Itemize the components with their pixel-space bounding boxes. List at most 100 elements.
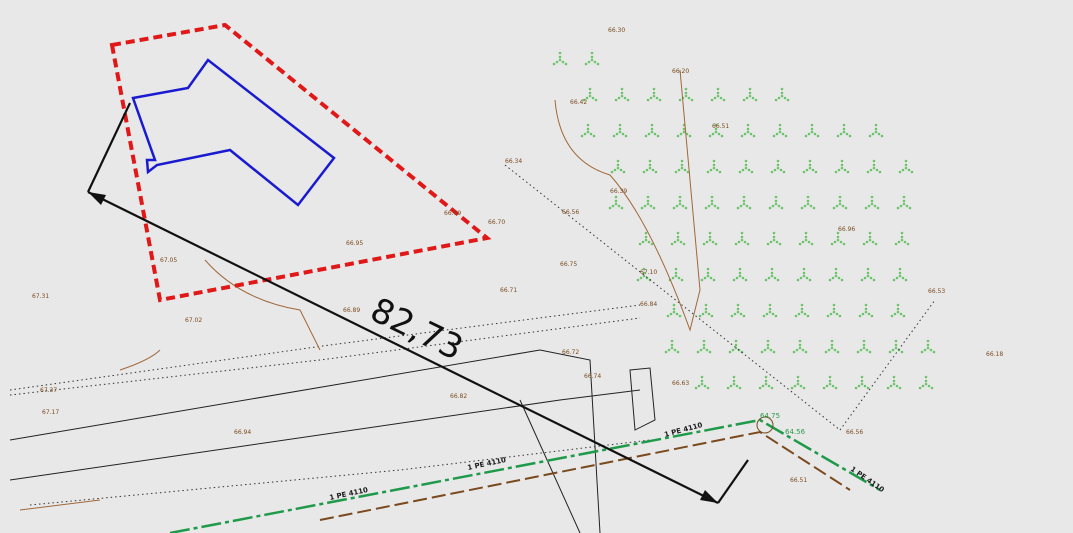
tree-dot	[559, 59, 562, 62]
tree-dot	[867, 171, 870, 174]
tree-dot	[814, 133, 817, 136]
tree-dot	[675, 272, 678, 275]
tree-dot	[772, 205, 775, 208]
tree-dot	[861, 383, 864, 386]
tree-dot	[743, 315, 746, 318]
tree-dot	[677, 135, 680, 138]
tree-dot	[803, 272, 806, 275]
elevation: 66.94	[234, 429, 251, 436]
tree-dot	[737, 311, 740, 314]
tree-dot	[901, 236, 904, 239]
tree-dot	[649, 160, 652, 163]
tree-dot	[838, 277, 841, 280]
elevation: 66.71	[500, 287, 517, 294]
tree-dot	[619, 131, 622, 134]
tree-dot	[709, 232, 712, 235]
tree-dot	[719, 171, 722, 174]
elevation: 66.18	[986, 351, 1003, 358]
elevation: 66.30	[608, 27, 625, 34]
tree-dot	[869, 351, 872, 354]
tree-dot	[841, 160, 844, 163]
tree-dot	[905, 164, 908, 167]
tree-dot	[797, 376, 800, 379]
tree-dot	[713, 160, 716, 163]
tree-dot	[797, 383, 800, 386]
tree-dot	[707, 387, 710, 390]
tree-dot	[645, 239, 648, 242]
tree-dot	[847, 171, 850, 174]
tree-dot	[587, 131, 590, 134]
tree-dot	[733, 380, 736, 383]
tree-dot	[801, 311, 804, 314]
tree-dot	[619, 128, 622, 131]
tree-dot	[777, 160, 780, 163]
tree-dot	[863, 344, 866, 347]
tree-dot	[671, 347, 674, 350]
tree-dot	[835, 171, 838, 174]
tree-dot	[863, 347, 866, 350]
tree-dot	[683, 243, 686, 246]
tree-dot	[874, 205, 877, 208]
tree-dot	[812, 169, 815, 172]
tree-dot	[805, 239, 808, 242]
tree-dot	[735, 243, 738, 246]
tree-dot	[839, 200, 842, 203]
tree-dot	[831, 344, 834, 347]
tree-dot	[711, 99, 714, 102]
tree-dot	[745, 164, 748, 167]
tree-dot	[835, 272, 838, 275]
elevation: 66.82	[450, 393, 467, 400]
tree-dot	[839, 203, 842, 206]
tree-dot	[870, 169, 873, 172]
tree-dot	[879, 171, 882, 174]
tree-dot	[625, 135, 628, 138]
cad-map: 82,73 66.30 66.20 66.42 66.51 66.34 66.5…	[0, 0, 1073, 533]
elevation: 66.74	[584, 373, 601, 380]
tree-dot	[849, 135, 852, 138]
tree-dot	[840, 241, 843, 244]
tree-dot	[675, 275, 678, 278]
tree-dot	[673, 308, 676, 311]
tree-dot	[701, 376, 704, 379]
tree-dot	[771, 275, 774, 278]
tree-dot	[614, 169, 617, 172]
tree-dot	[899, 268, 902, 271]
tree-dot	[919, 387, 922, 390]
tree-dot	[707, 268, 710, 271]
tree-dot	[802, 349, 805, 352]
tree-dot	[799, 347, 802, 350]
tree-dot	[829, 383, 832, 386]
tree-dot	[811, 124, 814, 127]
tree-dot	[680, 241, 683, 244]
tree-dot	[889, 351, 892, 354]
tree-dot	[900, 313, 903, 316]
tree-dot	[742, 277, 745, 280]
tree-dot	[651, 128, 654, 131]
tree-dot	[741, 239, 744, 242]
tree-dot	[671, 243, 674, 246]
tree-dot	[618, 97, 621, 100]
tree-dot	[671, 340, 674, 343]
tree-dot	[621, 92, 624, 95]
tree-dot	[676, 313, 679, 316]
tree-dot	[683, 131, 686, 134]
tree-dot	[736, 277, 739, 280]
tree-dot	[655, 171, 658, 174]
tree-dot	[784, 97, 787, 100]
tree-dot	[767, 243, 770, 246]
tree-dot	[653, 92, 656, 95]
tree-dot	[831, 243, 834, 246]
tree-dot	[748, 169, 751, 172]
tree-dot	[876, 169, 879, 172]
tree-dot	[771, 272, 774, 275]
tree-dot	[727, 387, 730, 390]
tree-dot	[924, 349, 927, 352]
tree-dot	[807, 200, 810, 203]
tree-dot	[811, 128, 814, 131]
tree-dot	[925, 383, 928, 386]
tree-dot	[781, 92, 784, 95]
tree-dot	[622, 133, 625, 136]
tree-dot	[673, 311, 676, 314]
tree-dot	[897, 311, 900, 314]
tree-dot	[773, 135, 776, 138]
